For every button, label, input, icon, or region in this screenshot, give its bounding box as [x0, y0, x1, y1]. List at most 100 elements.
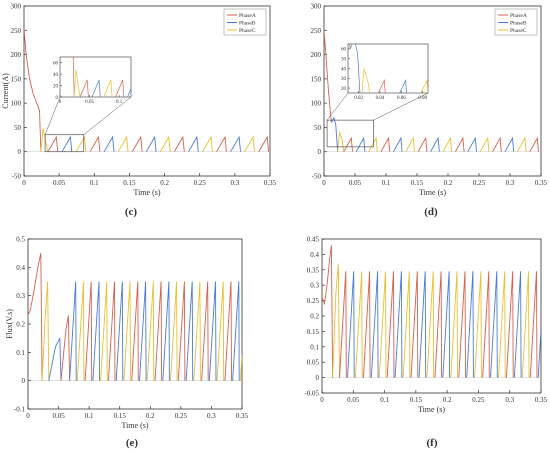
x-tick-label: 0.1	[382, 179, 391, 187]
y-tick-label: 0.3	[16, 292, 25, 300]
y-tick-label: 50	[314, 124, 322, 132]
y-tick-label: 0.35	[307, 266, 320, 274]
series-group	[322, 245, 541, 377]
x-tick-label: 0.25	[473, 179, 486, 187]
series-group	[28, 253, 242, 381]
series-line-phasec	[406, 138, 415, 152]
series-line-phasea	[459, 271, 466, 377]
series-line-phasea	[322, 245, 333, 377]
x-tick-label: 0.35	[535, 179, 548, 187]
inset-y-tick-label: 40	[53, 73, 59, 78]
series-line-phasec	[333, 264, 340, 378]
series-line-phasea	[418, 138, 427, 152]
series-line-phasea	[530, 271, 537, 377]
series-line-phasea	[411, 271, 418, 377]
series-line-phasec	[139, 80, 147, 97]
series-line-phasea	[363, 271, 370, 377]
x-tick-label: 0.1	[90, 179, 99, 187]
y-tick-label: 0.25	[307, 297, 320, 305]
series-line-phasea	[61, 316, 70, 381]
legend-label-phasea: PhaseA	[239, 13, 256, 19]
series-line-phasea	[174, 137, 184, 152]
series-line-phasea	[340, 271, 347, 377]
series-line-phasec	[338, 132, 344, 151]
inset-y-tick-label: 20	[53, 84, 59, 89]
series-line-phasea	[493, 138, 502, 152]
series-line-phaseb	[104, 137, 114, 152]
series-line-phasea	[259, 137, 269, 152]
series-line-phaseb	[431, 138, 440, 152]
series-line-phasec	[480, 138, 489, 152]
y-tick-label: -50	[12, 173, 22, 181]
y-tick-label: 0.2	[310, 313, 319, 321]
series-line-phasea	[217, 137, 227, 152]
series-line-phasec	[443, 138, 452, 152]
series-line-phasec	[160, 137, 170, 152]
x-tick-label: 0.2	[146, 412, 155, 420]
y-tick-label: 0.4	[16, 264, 25, 272]
series-line-phasec	[478, 80, 493, 107]
series-line-phasea	[155, 282, 162, 381]
x-tick-label: 0	[320, 396, 324, 404]
series-line-phasec	[522, 271, 529, 377]
y-tick-label: -0.05	[304, 390, 319, 398]
x-tick-label: 0.35	[264, 179, 277, 187]
y-tick-label: 150	[311, 75, 322, 83]
series-line-phasea	[436, 80, 451, 107]
y-tick-label: 100	[311, 100, 322, 108]
inset-y-tick-label: 60	[341, 48, 347, 53]
series-line-phasec	[147, 282, 154, 381]
panel-label-c: (c)	[125, 206, 138, 218]
y-tick-label: 150	[11, 75, 22, 83]
zoom-connector	[45, 97, 60, 135]
x-tick-label: 0.05	[53, 179, 66, 187]
legend-label-phaseb: PhaseB	[239, 21, 256, 27]
panel-label-f: (f)	[427, 437, 438, 449]
y-tick-label: 300	[11, 3, 22, 11]
series-line-phaseb	[93, 282, 100, 381]
y-tick-label: 200	[11, 51, 22, 59]
x-tick-label: 0.2	[160, 179, 169, 187]
series-line-phasea	[435, 271, 442, 377]
y-tick-label: 0	[316, 374, 320, 382]
series-line-phaseb	[163, 80, 171, 97]
series-line-phaseb	[419, 271, 426, 377]
x-tick-label: 0.2	[443, 396, 452, 404]
series-line-phasea	[483, 271, 490, 377]
series-line-phasea	[132, 282, 139, 381]
series-line-phasec	[77, 282, 84, 381]
series-line-phasec	[194, 282, 201, 381]
y-tick-label: 0.45	[307, 236, 320, 244]
inset-y-tick-label: 20	[341, 87, 347, 92]
series-line-phasec	[451, 271, 458, 377]
x-tick-label: 0.25	[175, 412, 188, 420]
legend-label-phasec: PhaseC	[239, 28, 256, 34]
y-tick-label: 0.3	[310, 282, 319, 290]
series-line-phasec	[499, 271, 506, 377]
y-tick-label: 0.1	[16, 349, 25, 357]
x-axis-label: Time (s)	[133, 188, 160, 197]
series-line-phaseb	[231, 137, 241, 152]
series-line-phaseb	[371, 271, 378, 377]
series-line-phasec	[175, 80, 183, 97]
x-tick-label: 0.25	[194, 179, 207, 187]
series-line-phasec	[379, 271, 386, 377]
panel-label-d: (d)	[424, 206, 438, 218]
inset-x-tick-label: 0.02	[354, 96, 363, 101]
series-line-phasec	[542, 80, 550, 107]
y-tick-label: 250	[11, 27, 22, 35]
x-tick-label: 0.1	[380, 396, 389, 404]
series-line-phasea	[222, 80, 230, 97]
series-line-phaseb	[198, 80, 206, 97]
series-line-phasea	[202, 282, 209, 381]
legend-label-phasea: PhaseA	[510, 13, 527, 19]
x-axis-label: Time (s)	[419, 188, 446, 197]
series-line-phaseb	[505, 138, 514, 152]
y-tick-label: 0.05	[307, 359, 320, 367]
series-line-phasec	[369, 138, 378, 152]
inset-x-tick-label: 0.06	[397, 96, 406, 101]
